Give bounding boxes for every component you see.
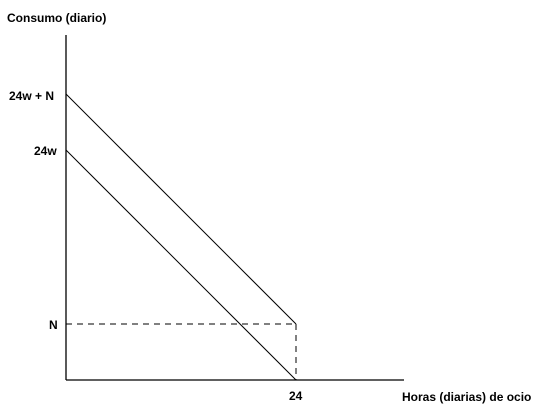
- budget-line-lower: [65, 149, 297, 381]
- y-tick-label-low: N: [49, 318, 58, 332]
- budget-line-upper: [65, 93, 297, 325]
- y-axis-label: Consumo (diario): [7, 11, 106, 25]
- y-tick-label-mid: 24w: [34, 144, 57, 158]
- x-tick-label-24: 24: [289, 389, 303, 403]
- y-tick-label-top: 24w + N: [9, 89, 54, 103]
- x-axis-label: Horas (diarias) de ocio: [402, 390, 531, 404]
